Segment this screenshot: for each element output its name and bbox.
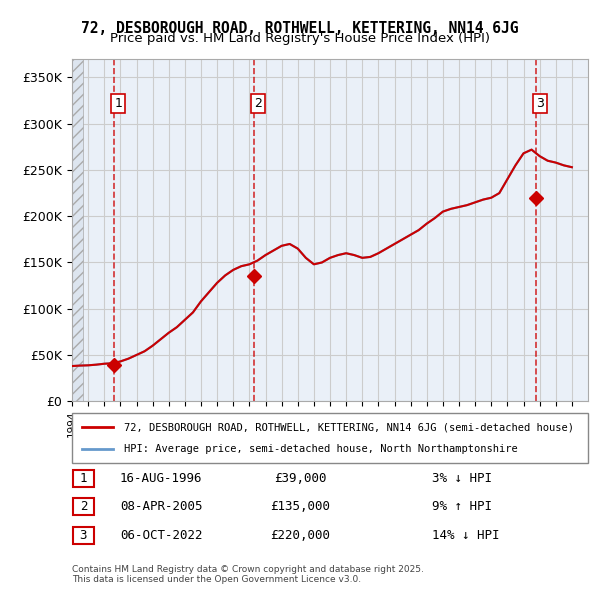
Text: £39,000: £39,000 — [274, 472, 326, 485]
Text: 06-OCT-2022: 06-OCT-2022 — [120, 529, 203, 542]
Text: 1: 1 — [80, 472, 87, 485]
Text: 16-AUG-1996: 16-AUG-1996 — [120, 472, 203, 485]
Text: 2: 2 — [254, 97, 262, 110]
Text: £135,000: £135,000 — [270, 500, 330, 513]
Text: HPI: Average price, semi-detached house, North Northamptonshire: HPI: Average price, semi-detached house,… — [124, 444, 517, 454]
Text: 9% ↑ HPI: 9% ↑ HPI — [432, 500, 492, 513]
FancyBboxPatch shape — [72, 413, 588, 463]
FancyBboxPatch shape — [73, 470, 94, 487]
Text: 1: 1 — [114, 97, 122, 110]
Bar — [72, 59, 83, 401]
Text: 72, DESBOROUGH ROAD, ROTHWELL, KETTERING, NN14 6JG (semi-detached house): 72, DESBOROUGH ROAD, ROTHWELL, KETTERING… — [124, 422, 574, 432]
Text: 08-APR-2005: 08-APR-2005 — [120, 500, 203, 513]
Text: £220,000: £220,000 — [270, 529, 330, 542]
Text: Price paid vs. HM Land Registry's House Price Index (HPI): Price paid vs. HM Land Registry's House … — [110, 32, 490, 45]
Text: 72, DESBOROUGH ROAD, ROTHWELL, KETTERING, NN14 6JG: 72, DESBOROUGH ROAD, ROTHWELL, KETTERING… — [81, 21, 519, 35]
Text: 3: 3 — [80, 529, 87, 542]
FancyBboxPatch shape — [73, 527, 94, 543]
Text: 14% ↓ HPI: 14% ↓ HPI — [432, 529, 499, 542]
Text: 3% ↓ HPI: 3% ↓ HPI — [432, 472, 492, 485]
Text: 2: 2 — [80, 500, 87, 513]
Text: Contains HM Land Registry data © Crown copyright and database right 2025.
This d: Contains HM Land Registry data © Crown c… — [72, 565, 424, 584]
FancyBboxPatch shape — [73, 499, 94, 515]
Text: 3: 3 — [536, 97, 544, 110]
